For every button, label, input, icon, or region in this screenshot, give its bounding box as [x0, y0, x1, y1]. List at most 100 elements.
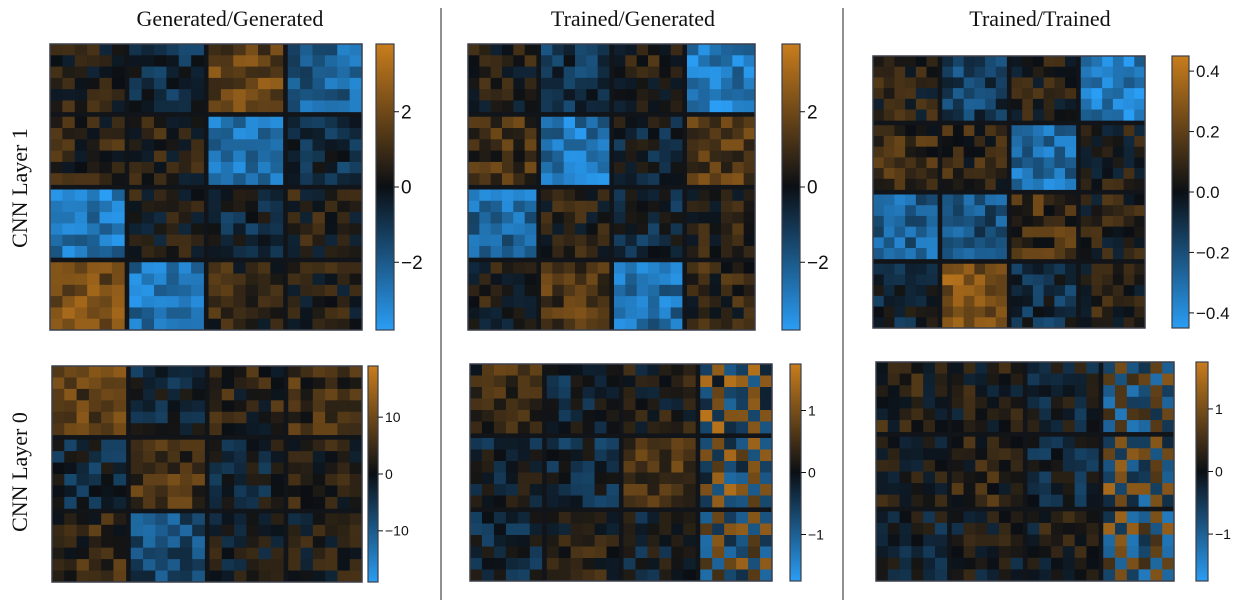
heatmap-cell	[245, 245, 259, 258]
heatmap-cell	[529, 410, 543, 422]
heatmap-cell	[234, 439, 247, 452]
heatmap-cell	[312, 377, 326, 390]
heatmap-cell	[470, 523, 483, 536]
heatmap-cell	[1134, 88, 1146, 100]
heatmap-cell	[468, 44, 480, 56]
heatmap-cell	[76, 485, 90, 498]
heatmap-cell	[670, 66, 683, 79]
heatmap-cell	[586, 89, 599, 101]
heatmap-cell	[1062, 408, 1076, 421]
heatmap-cell	[606, 512, 619, 524]
heatmap-cell	[926, 274, 938, 286]
heatmap-cell	[76, 439, 90, 452]
heatmap-cell	[233, 273, 247, 286]
heatmap-cell	[575, 245, 587, 258]
heatmap-cell	[951, 569, 964, 582]
heatmap-cell	[113, 439, 127, 452]
heatmap-cell	[575, 55, 587, 67]
heatmap-cell	[899, 420, 912, 433]
heatmap-cell	[258, 377, 272, 390]
heatmap-cell	[245, 212, 259, 224]
heatmap-cell	[1010, 569, 1023, 582]
heatmap-cell	[541, 116, 553, 129]
heatmap-cell	[732, 44, 745, 56]
heatmap-cell	[911, 522, 924, 535]
heatmap-cell	[1011, 274, 1023, 286]
heatmap-cell	[154, 66, 167, 79]
heatmap-cell	[670, 318, 683, 331]
heatmap-cell	[1022, 295, 1034, 307]
heatmap-cell	[1054, 194, 1066, 206]
heatmap-cell	[287, 100, 301, 113]
heatmap-cell	[712, 535, 725, 547]
heatmap-cell	[87, 89, 100, 101]
heatmap-cell	[1150, 534, 1163, 547]
heatmap-cell	[951, 522, 964, 535]
heatmap-cell	[1032, 109, 1045, 121]
heatmap-cell	[1112, 88, 1124, 100]
heatmap-cell	[942, 77, 954, 89]
heatmap-cell	[208, 173, 222, 185]
heatmap-cell	[245, 296, 259, 308]
heatmap-cell	[926, 135, 938, 148]
heatmap-cell	[129, 234, 143, 247]
heatmap-cell	[113, 388, 127, 401]
heatmap-cell	[873, 274, 885, 286]
heatmap-cell	[245, 273, 259, 286]
heatmap-cell	[883, 168, 895, 180]
heatmap-cell	[760, 512, 773, 524]
heatmap-cell	[517, 398, 531, 411]
heatmap-cell	[1051, 494, 1064, 507]
heatmap-cell	[635, 364, 648, 376]
heatmap-cell	[64, 451, 77, 463]
heatmap-cell	[597, 128, 610, 140]
heatmap-cell	[258, 462, 272, 475]
heatmap-cell	[64, 559, 77, 571]
heatmap-cell	[923, 546, 936, 559]
heatmap-cell	[614, 150, 626, 163]
heatmap-cell	[1112, 135, 1124, 148]
heatmap-cell	[659, 44, 672, 56]
heatmap-cell	[670, 139, 683, 152]
heatmap-cell	[1051, 483, 1064, 496]
heatmap-cell	[732, 284, 745, 297]
heatmap-cell	[208, 139, 222, 152]
heatmap-cell	[505, 398, 519, 411]
heatmap-cell	[312, 100, 326, 113]
heatmap-cell	[1039, 420, 1052, 433]
heatmap-cell	[1062, 522, 1076, 535]
heatmap-panel-layer1-trained-trained: 0.40.20.0−0.2−0.4	[872, 55, 1230, 329]
heatmap-cell	[287, 150, 301, 163]
heatmap-cell	[887, 396, 900, 409]
heatmap-block	[1103, 362, 1175, 433]
heatmap-cell	[952, 168, 965, 180]
heatmap-cell	[191, 66, 204, 79]
heatmap-cell	[1134, 146, 1146, 158]
heatmap-cell	[468, 262, 480, 274]
heatmap-cell	[154, 55, 167, 67]
heatmap-cell	[974, 157, 986, 169]
heatmap-cell	[270, 100, 284, 113]
heatmap-cell	[915, 178, 927, 190]
heatmap-cell	[470, 495, 483, 508]
heatmap-cell	[1134, 178, 1146, 190]
heatmap-cell	[894, 135, 906, 148]
heatmap-cell	[963, 408, 976, 421]
heatmap-cell	[597, 161, 610, 174]
heatmap-cell	[1080, 263, 1092, 275]
heatmap-cell	[493, 421, 507, 434]
heatmap-cell	[337, 547, 351, 560]
heatmap-cell	[899, 362, 912, 375]
heatmap-cell	[635, 449, 648, 462]
heatmap-cell	[470, 398, 483, 411]
heatmap-cell	[606, 495, 619, 508]
heatmap-cell	[659, 558, 672, 570]
heatmap-cell	[233, 296, 247, 308]
heatmap-cell	[1043, 178, 1055, 190]
heatmap-cell	[899, 511, 912, 524]
heatmap-cell	[154, 173, 167, 185]
heatmap-cell	[552, 189, 565, 202]
heatmap-cell	[300, 116, 313, 129]
heatmap-cell	[883, 306, 895, 318]
heatmap-cell	[288, 496, 301, 509]
